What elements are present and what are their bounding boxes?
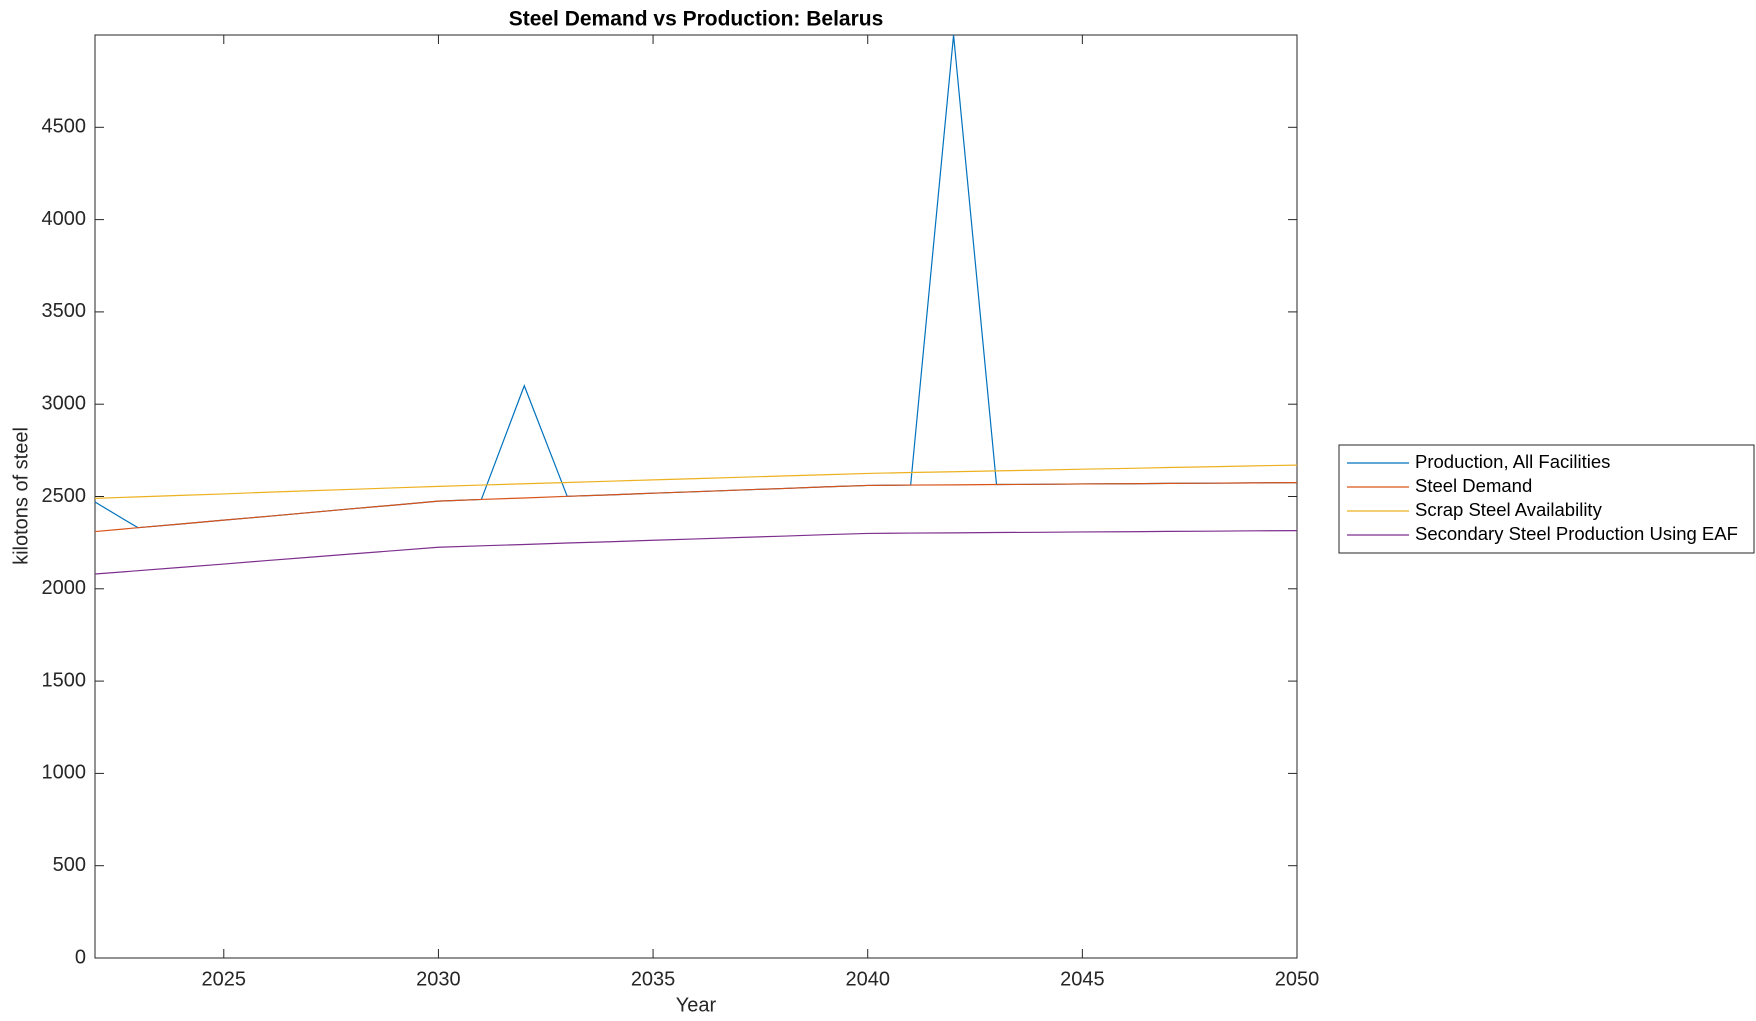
series-line xyxy=(94,530,1298,575)
chart-title: Steel Demand vs Production: Belarus xyxy=(509,8,884,31)
legend-label: Secondary Steel Production Using EAF xyxy=(1415,523,1738,544)
series-line xyxy=(94,34,1298,529)
x-tick-label: 2045 xyxy=(1060,968,1105,990)
y-tick-label: 1500 xyxy=(42,669,87,691)
legend-label: Production, All Facilities xyxy=(1415,451,1610,472)
x-tick-label: 2050 xyxy=(1275,968,1320,990)
y-tick-label: 0 xyxy=(75,946,86,968)
y-tick-label: 3000 xyxy=(42,392,87,414)
y-tick-label: 4500 xyxy=(42,116,87,138)
y-axis-label: kilotons of steel xyxy=(10,427,32,565)
y-tick-label: 500 xyxy=(53,854,86,876)
y-tick-label: 1000 xyxy=(42,762,87,784)
y-tick-label: 2500 xyxy=(42,485,87,507)
legend-label: Steel Demand xyxy=(1415,475,1532,496)
plot-frame xyxy=(94,34,1298,959)
x-tick-label: 2030 xyxy=(416,968,461,990)
y-tick-label: 2000 xyxy=(42,577,87,599)
x-tick-label: 2035 xyxy=(631,968,676,990)
legend-label: Scrap Steel Availability xyxy=(1415,499,1603,520)
series-line xyxy=(94,482,1298,533)
y-tick-label: 4000 xyxy=(42,208,87,230)
x-tick-label: 2025 xyxy=(202,968,247,990)
series-line xyxy=(94,464,1298,499)
x-axis-label: Year xyxy=(676,994,717,1016)
x-tick-label: 2040 xyxy=(845,968,890,990)
y-tick-label: 3500 xyxy=(42,300,87,322)
